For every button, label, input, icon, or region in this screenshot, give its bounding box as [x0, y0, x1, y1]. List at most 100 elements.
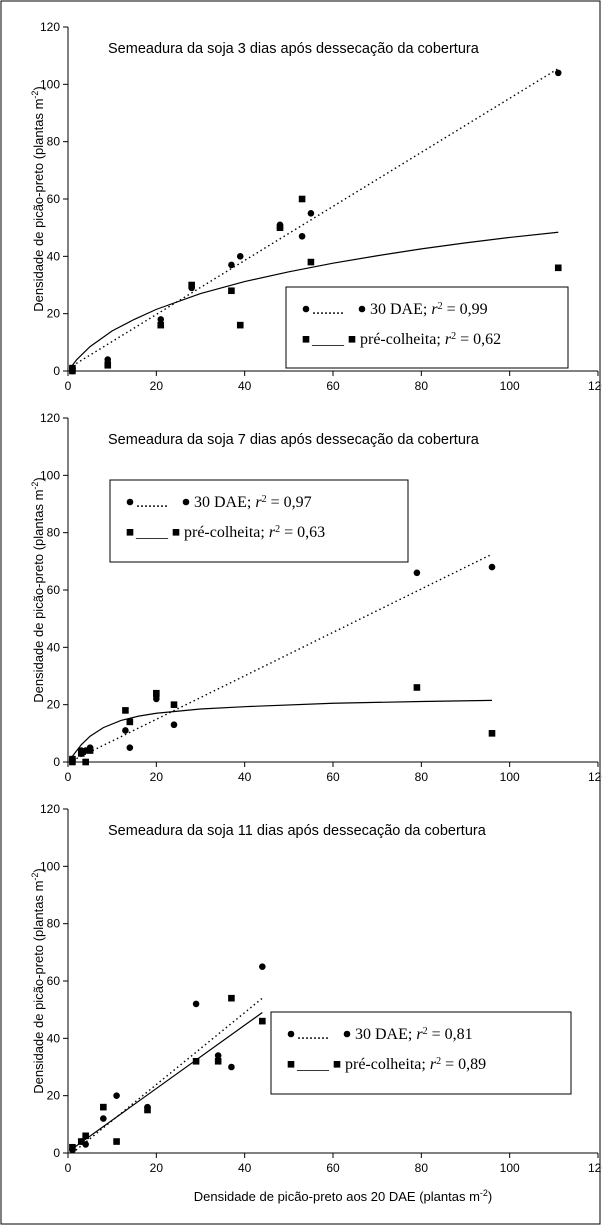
data-point-circle — [170, 721, 178, 729]
x-tick-label: 120 — [588, 1161, 602, 1175]
y-tick-label: 0 — [53, 755, 60, 769]
x-tick-label: 40 — [238, 770, 252, 784]
y-tick-label: 0 — [53, 1146, 60, 1160]
data-point-circle — [214, 1052, 222, 1059]
data-point-square — [259, 1017, 266, 1025]
data-point-square — [298, 195, 306, 203]
y-tick-label: 0 — [53, 364, 60, 378]
y-axis-title: Densidade de picão-preto (plantas m-2) — [30, 477, 46, 703]
x-tick-label: 0 — [65, 1161, 72, 1175]
legend-marker-square — [287, 1061, 295, 1068]
y-tick-label: 80 — [47, 526, 61, 540]
legend-marker-circle — [302, 305, 310, 313]
data-point-square — [157, 321, 165, 329]
fit-line-series-1 — [72, 67, 559, 367]
data-point-circle — [298, 232, 306, 240]
x-tick-label: 0 — [65, 770, 72, 784]
legend-box — [270, 1011, 572, 1095]
x-tick-label: 120 — [588, 770, 602, 784]
y-tick-label: 40 — [47, 249, 61, 263]
y-tick-label: 120 — [40, 20, 60, 34]
data-point-square — [86, 747, 94, 754]
panel-title: Semeadura da soja 3 dias após dessecação… — [108, 41, 480, 57]
data-point-square — [82, 1132, 89, 1140]
fit-line-series-2 — [72, 1012, 263, 1150]
x-axis-title: Densidade de picão-preto aos 20 DAE (pla… — [194, 1188, 493, 1204]
data-point-square — [228, 287, 235, 295]
x-tick-label: 120 — [588, 379, 602, 393]
data-point-circle — [413, 569, 421, 577]
data-point-circle — [113, 1092, 120, 1099]
fit-line-series-2 — [71, 699, 493, 757]
data-point-square — [228, 994, 235, 1002]
data-point-square — [554, 264, 562, 272]
x-tick-label: 60 — [326, 379, 340, 393]
data-point-square — [153, 689, 160, 697]
y-tick-label: 120 — [40, 411, 60, 425]
data-point-circle — [228, 1063, 235, 1071]
legend-marker-circle — [343, 1030, 351, 1038]
y-tick-label: 100 — [40, 859, 60, 873]
legend: ........ 30 DAE; r2 = 0,99 ____ pré-colheit… — [285, 286, 569, 369]
legend-line-sample: ........ — [312, 301, 344, 318]
data-point-circle — [157, 316, 165, 323]
legend-marker-square — [172, 529, 180, 536]
legend-marker-circle — [126, 498, 134, 506]
legend-box — [109, 479, 409, 563]
legend-label: pré-colheita; r2 = 0,62 — [360, 331, 501, 349]
data-point-square — [69, 1143, 76, 1151]
fit-line-series-2 — [69, 231, 559, 369]
panel-1: 0 20 40 60 80 100 120 0 20 40 60 80 100 120 Densidade … — [30, 20, 602, 393]
legend-marker-square — [302, 336, 310, 343]
x-tick-label: 0 — [65, 379, 72, 393]
y-tick-label: 60 — [47, 974, 61, 988]
y-tick-label: 80 — [47, 135, 61, 149]
data-point-square — [113, 1138, 120, 1145]
y-axis-title: Densidade de picão-preto (plantas m-2) — [30, 868, 46, 1094]
y-tick-label: 20 — [47, 307, 61, 321]
panel-title: Semeadura da soja 11 dias após dessecaçã… — [108, 823, 487, 839]
data-point-square — [122, 707, 129, 714]
data-point-square — [144, 1106, 151, 1114]
y-tick-label: 20 — [47, 1089, 61, 1103]
x-tick-label: 100 — [500, 379, 520, 393]
data-point-circle — [259, 963, 266, 970]
data-point-circle — [192, 1000, 200, 1008]
y-tick-label: 60 — [47, 192, 61, 206]
x-tick-label: 100 — [500, 770, 520, 784]
data-point-square — [488, 730, 496, 737]
y-tick-label: 120 — [40, 802, 60, 816]
y-tick-label: 80 — [47, 917, 61, 931]
data-point-circle — [122, 727, 129, 734]
x-tick-label: 80 — [415, 770, 429, 784]
legend-label: 30 DAE; r2 = 0,81 — [355, 1026, 473, 1044]
legend-box — [285, 286, 569, 369]
y-tick-label: 40 — [47, 640, 61, 654]
data-point-circle — [126, 744, 134, 751]
data-point-square — [104, 361, 112, 369]
y-tick-label: 100 — [40, 77, 60, 91]
panel-title: Semeadura da soja 7 dias após dessecação… — [108, 432, 480, 448]
y-tick-label: 60 — [47, 583, 61, 597]
panel-3: 0 20 40 60 80 100 120 0 20 40 60 80 100 120 Densidade … — [30, 802, 602, 1204]
data-point-square — [236, 321, 244, 329]
data-point-square — [77, 1138, 85, 1145]
legend-marker-square — [333, 1061, 341, 1068]
legend-label: pré-colheita; r2 = 0,89 — [345, 1056, 486, 1074]
data-point-circle — [554, 69, 562, 77]
data-point-square — [100, 1103, 107, 1111]
x-tick-label: 60 — [326, 770, 340, 784]
legend-line-sample: ____ — [311, 331, 345, 348]
data-point-square — [307, 258, 315, 266]
y-tick-label: 100 — [40, 468, 60, 482]
x-tick-label: 20 — [150, 770, 164, 784]
panel-2: 0 20 40 60 80 100 120 0 20 40 60 80 100 120 Densidade … — [30, 411, 602, 784]
data-point-square — [276, 224, 284, 231]
data-point-circle — [307, 210, 315, 217]
data-point-square — [126, 718, 134, 726]
x-tick-label: 80 — [415, 379, 429, 393]
x-tick-label: 60 — [326, 1161, 340, 1175]
